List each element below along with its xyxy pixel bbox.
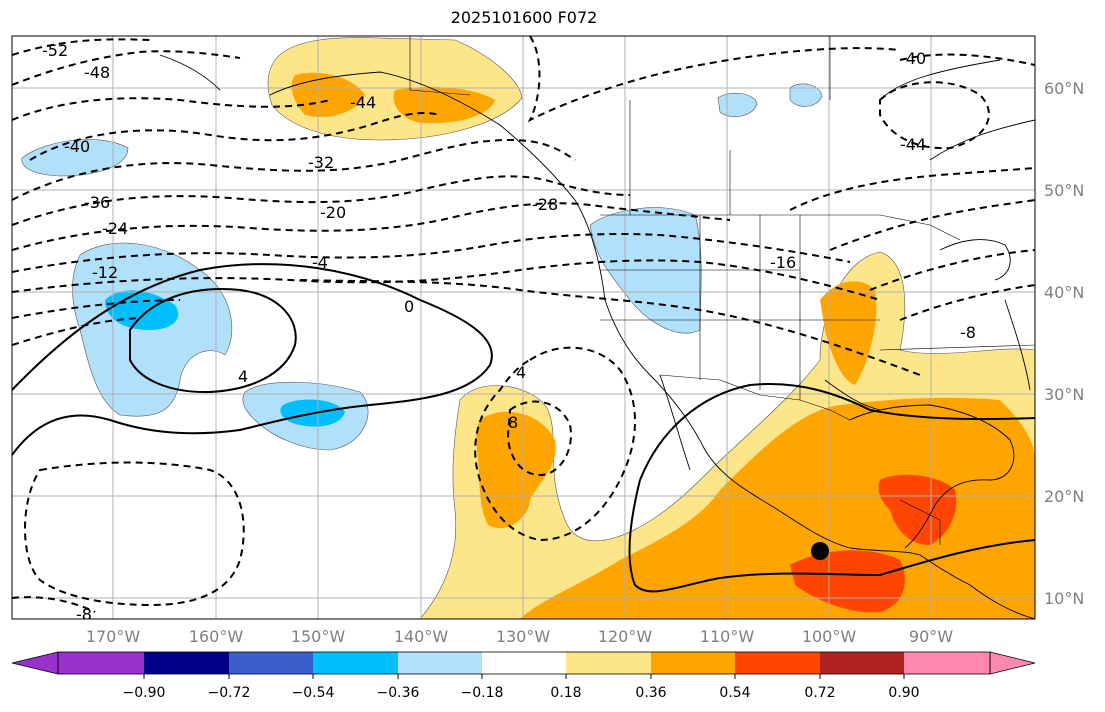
lon-label: 150°W [291, 627, 346, 646]
colorbar-segment [144, 652, 229, 674]
positive-anomaly-core [291, 72, 365, 118]
colorbar-tick-label: −0.36 [377, 685, 420, 701]
lat-label: 10°N [1044, 589, 1084, 608]
map-title: 2025101600 F072 [450, 8, 598, 27]
positive-anomaly-area [820, 281, 877, 385]
contour-label: -40 [64, 137, 90, 156]
positive-contours [12, 263, 1035, 593]
colorbar-segment [229, 652, 313, 674]
longitude-labels: 170°W 160°W 150°W 140°W 130°W 120°W 110°… [86, 627, 953, 646]
lat-label: 50°N [1044, 181, 1084, 200]
lat-label: 40°N [1044, 283, 1084, 302]
colorbar-segment [566, 652, 651, 674]
colorbar-segment [735, 652, 820, 674]
colorbar-segment [58, 652, 144, 674]
contour-label: -28 [532, 195, 558, 214]
colorbar-tick-label: −0.90 [123, 685, 166, 701]
contour-label-group: -52 -48 -44 -40 -36 -32 -28 -24 -20 -16 … [42, 41, 976, 624]
lat-label: 30°N [1044, 385, 1084, 404]
latitude-labels: 60°N 50°N 40°N 30°N 20°N 10°N [1044, 79, 1084, 608]
colorbar-extend-high [989, 651, 1036, 675]
coastlines [159, 54, 1035, 619]
contour-label: 0 [404, 297, 414, 316]
lon-label: 170°W [86, 627, 141, 646]
lon-label: 110°W [700, 627, 755, 646]
lon-label: 160°W [189, 627, 244, 646]
strong-anomaly-core [878, 474, 957, 545]
positive-anomaly-core [393, 87, 495, 124]
negative-anomaly-area [21, 139, 129, 177]
colorbar-tick-label: 0.18 [550, 685, 581, 701]
strong-anomaly-core [790, 550, 905, 613]
location-marker [811, 542, 829, 560]
contour-label: -24 [102, 219, 128, 238]
contour-label: -8 [960, 323, 976, 342]
contour-label: 4 [516, 363, 526, 382]
borders [409, 36, 1035, 545]
colorbar-segment [904, 652, 990, 674]
colorbar-tick-label: 0.36 [635, 685, 666, 701]
colorbar-tick-label: −0.54 [292, 685, 335, 701]
colorbar-segment [398, 652, 482, 674]
colorbar-tick-label: 0.72 [804, 685, 835, 701]
lat-label: 20°N [1044, 487, 1084, 506]
colorbar-tick-label: −0.18 [461, 685, 504, 701]
contour-label: -36 [84, 193, 110, 212]
lat-label: 60°N [1044, 79, 1084, 98]
colorbar-extend-low [11, 651, 59, 675]
contour-label: -8 [76, 605, 92, 624]
colorbar: −0.90 −0.72 −0.54 −0.36 −0.18 0.18 0.36 … [11, 651, 1036, 701]
colorbar-segment [651, 652, 735, 674]
graticule [12, 36, 1035, 619]
contour-label: -20 [320, 203, 346, 222]
contour-label: -12 [92, 263, 118, 282]
colorbar-segment [313, 652, 398, 674]
colorbar-tick-label: 0.54 [719, 685, 750, 701]
colorbar-segment [482, 652, 566, 674]
positive-anomaly-area [476, 411, 556, 529]
colorbar-segment [820, 652, 904, 674]
contour-label: -52 [42, 41, 68, 60]
contour-label: -32 [308, 153, 334, 172]
lon-label: 120°W [598, 627, 653, 646]
colorbar-tick-label: 0.90 [888, 685, 919, 701]
contour-label: 4 [238, 367, 248, 386]
contour-label: -4 [312, 253, 328, 272]
contour-label: 8 [508, 413, 518, 432]
contour-label: -16 [770, 253, 796, 272]
negative-anomaly-area [789, 83, 823, 107]
shading-layer [21, 37, 1035, 619]
lon-label: 90°W [909, 627, 953, 646]
lon-label: 100°W [802, 627, 857, 646]
colorbar-ticks [143, 674, 905, 679]
map-frame [11, 35, 1036, 620]
contour-label: -44 [350, 93, 376, 112]
colorbar-frame [57, 651, 991, 675]
contour-label: -48 [84, 63, 110, 82]
positive-anomaly-area [520, 397, 1035, 619]
colorbar-tick-label: −0.72 [208, 685, 251, 701]
lon-label: 130°W [496, 627, 551, 646]
contour-label: -44 [900, 135, 926, 154]
lon-label: 140°W [394, 627, 449, 646]
contour-label: -40 [900, 49, 926, 68]
negative-contours [12, 36, 1035, 613]
